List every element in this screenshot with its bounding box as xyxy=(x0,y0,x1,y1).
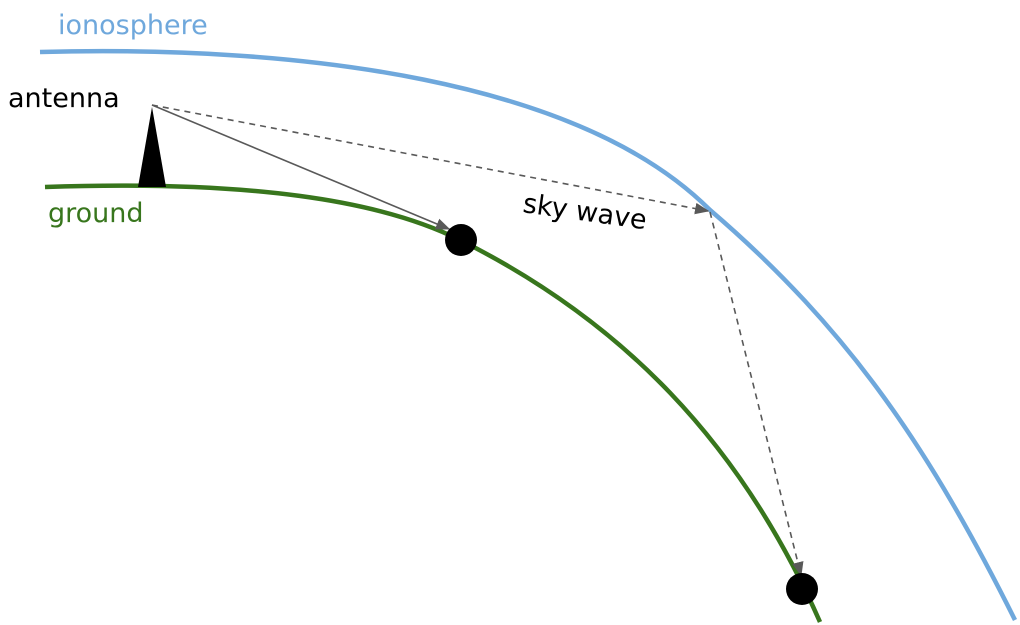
ionosphere-label: ionosphere xyxy=(58,10,208,41)
receiver-far xyxy=(786,573,818,605)
ground-curve xyxy=(44,183,823,623)
receiver-near xyxy=(445,224,477,256)
sky-wave-incident-arrow xyxy=(151,104,710,215)
ground-wave-arrow xyxy=(151,104,451,230)
sky-wave-reflected-arrow xyxy=(709,211,804,577)
ionosphere-curve xyxy=(39,48,1018,622)
antenna-icon xyxy=(138,107,166,187)
antenna-label: antenna xyxy=(8,83,120,114)
ground-label: ground xyxy=(48,198,144,229)
